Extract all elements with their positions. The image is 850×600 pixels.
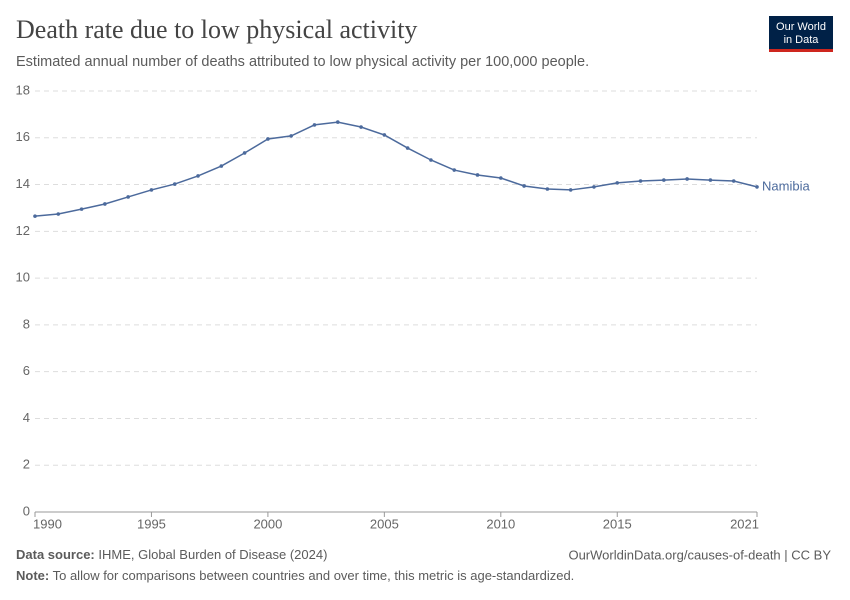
x-tick-label: 2010: [486, 516, 515, 531]
data-point: [242, 151, 247, 155]
x-tick-label: 2005: [370, 516, 399, 531]
data-point: [219, 164, 224, 168]
series-label[interactable]: Namibia: [762, 178, 810, 193]
x-tick-label: 1990: [33, 516, 62, 531]
y-tick-label: 6: [23, 363, 30, 378]
data-point: [731, 179, 736, 183]
y-tick-label: 16: [16, 129, 30, 144]
logo-bar: [769, 49, 833, 52]
data-point: [592, 185, 596, 189]
data-point: [79, 207, 84, 211]
x-tick-label: 2015: [603, 516, 632, 531]
data-point: [522, 184, 526, 188]
source-label: Data source:: [16, 547, 95, 562]
y-tick-label: 18: [16, 82, 30, 97]
footer-note: Note: To allow for comparisons between c…: [16, 568, 574, 583]
note-label: Note:: [16, 568, 49, 583]
data-point: [289, 134, 293, 138]
y-tick-label: 14: [16, 176, 30, 191]
logo-box: [769, 16, 833, 52]
data-point: [475, 173, 480, 177]
y-tick-label: 0: [23, 503, 30, 518]
note: To allow for comparisons between countri…: [53, 568, 575, 583]
series-line: [34, 121, 758, 217]
footer-source: Data source: IHME, Global Burden of Dise…: [16, 547, 327, 562]
chart-title: Death rate due to low physical activity: [16, 15, 417, 44]
x-tick-label: 1995: [137, 516, 166, 531]
data-point: [452, 168, 457, 172]
data-point: [33, 214, 37, 218]
data-point: [429, 158, 433, 162]
data-point: [499, 176, 503, 180]
x-tick-label: 2021: [730, 516, 759, 531]
data-point: [638, 179, 643, 183]
data-point: [568, 188, 573, 192]
y-tick-label: 8: [23, 316, 30, 331]
footer-url[interactable]: OurWorldinData.org/causes-of-death | CC …: [568, 547, 831, 562]
y-tick-label: 4: [23, 410, 30, 425]
logo[interactable]: Our World in Data: [769, 16, 833, 52]
data-point: [149, 188, 154, 192]
data-point: [126, 195, 130, 199]
data-point: [56, 212, 61, 216]
data-point: [312, 123, 317, 127]
data-point: [335, 120, 340, 124]
logo-text: in Data: [784, 34, 820, 46]
x-tick-label: 2000: [253, 516, 282, 531]
data-point: [103, 202, 107, 206]
data-point: [615, 181, 620, 185]
y-tick-label: 12: [16, 223, 30, 238]
data-point: [172, 182, 177, 186]
data-point: [382, 133, 387, 137]
y-tick-label: 10: [16, 270, 30, 285]
data-point: [708, 178, 713, 182]
data-point: [685, 177, 689, 181]
data-point: [545, 187, 550, 191]
data-point: [755, 185, 759, 189]
data-point: [266, 137, 270, 141]
data-point: [196, 174, 200, 178]
data-point: [359, 125, 363, 129]
data-point: [662, 178, 666, 182]
y-tick-label: 2: [23, 457, 30, 472]
data-point: [405, 146, 410, 150]
chart-subtitle: Estimated annual number of deaths attrib…: [16, 54, 589, 70]
source: IHME, Global Burden of Disease (2024): [98, 547, 327, 562]
logo-text: Our World: [776, 21, 826, 33]
